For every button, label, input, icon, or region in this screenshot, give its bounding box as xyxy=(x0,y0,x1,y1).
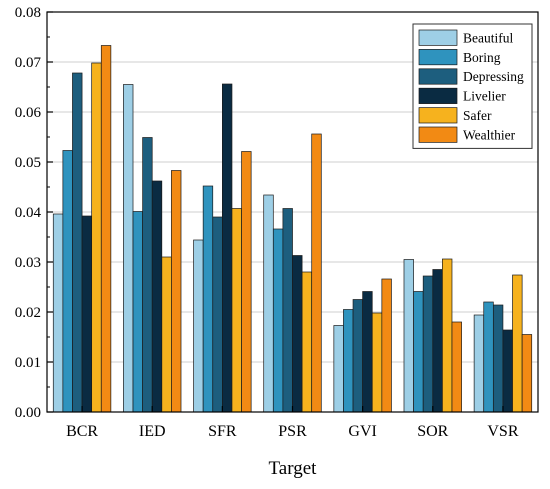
bar-livelier-bcr xyxy=(81,215,93,413)
x-tick-label: VSR xyxy=(487,423,518,440)
y-tick-label: 0.01 xyxy=(15,355,41,371)
legend-swatch xyxy=(418,68,458,85)
bar-beautiful-bcr xyxy=(52,213,64,413)
y-tick-label: 0.05 xyxy=(15,155,41,171)
bar-wealthier-psr xyxy=(311,133,322,413)
bar-livelier-ied xyxy=(151,180,163,413)
legend-label: Boring xyxy=(463,50,501,65)
y-tick-label: 0.03 xyxy=(15,255,41,271)
legend-swatch xyxy=(418,107,458,124)
bar-livelier-psr xyxy=(292,255,303,413)
legend-swatch xyxy=(418,126,458,143)
bar-depressing-bcr xyxy=(72,72,83,413)
x-tick-label: IED xyxy=(139,423,166,440)
bar-safer-sfr xyxy=(231,208,242,413)
legend-label: Beautiful xyxy=(463,30,513,45)
bar-depressing-sfr xyxy=(212,216,223,413)
legend: Beautiful Boring Depressing Livelier Safer We… xyxy=(412,23,533,149)
x-tick-label: SFR xyxy=(208,423,237,440)
bar-boring-sfr xyxy=(202,185,214,413)
bar-safer-gvi xyxy=(371,312,383,413)
x-tick-label: GVI xyxy=(348,423,376,440)
bar-safer-vsr xyxy=(512,274,523,413)
bar-wealthier-vsr xyxy=(521,334,533,413)
legend-swatch xyxy=(418,87,458,104)
y-tick-labels: 0.00 0.01 0.02 0.03 0.04 0.05 0.06 0.07 0.08 xyxy=(15,5,42,421)
bar-livelier-vsr xyxy=(502,329,513,413)
legend-label: Depressing xyxy=(463,69,524,84)
bar-wealthier-bcr xyxy=(100,45,112,413)
bar-livelier-sor xyxy=(432,269,443,413)
x-axis-title: Target xyxy=(269,458,318,479)
bar-wealthier-gvi xyxy=(381,278,392,413)
bar-beautiful-ied xyxy=(123,84,134,413)
y-tick-label: 0.06 xyxy=(15,105,42,121)
y-tick-label: 0.08 xyxy=(15,5,41,21)
legend-label: Livelier xyxy=(463,89,506,104)
bar-safer-psr xyxy=(301,271,313,413)
bar-wealthier-sor xyxy=(451,321,462,413)
x-tick-labels: BCR IED SFR PSR GVI SOR VSR xyxy=(66,423,519,440)
bar-wealthier-sfr xyxy=(241,151,252,413)
bar-depressing-sor xyxy=(422,275,434,413)
y-tick-label: 0.02 xyxy=(15,305,41,321)
bar-beautiful-sfr xyxy=(193,239,204,413)
bar-beautiful-sor xyxy=(403,259,414,413)
bar-boring-vsr xyxy=(483,301,494,413)
bar-beautiful-gvi xyxy=(333,325,344,413)
bar-safer-sor xyxy=(442,258,453,413)
bar-boring-bcr xyxy=(62,150,73,413)
bar-depressing-ied xyxy=(142,137,153,413)
legend-swatch xyxy=(418,29,458,46)
bar-wealthier-ied xyxy=(171,170,182,413)
bar-boring-ied xyxy=(132,211,143,413)
x-tick-label: BCR xyxy=(66,423,98,440)
x-tick-label: SOR xyxy=(417,423,448,440)
bar-livelier-gvi xyxy=(362,291,373,413)
y-tick-label: 0.04 xyxy=(15,205,42,221)
bar-livelier-sfr xyxy=(222,83,233,413)
bar-depressing-gvi xyxy=(352,299,363,413)
bar-boring-gvi xyxy=(343,309,354,413)
bar-beautiful-vsr xyxy=(473,314,485,413)
legend-label: Safer xyxy=(463,108,492,123)
bar-depressing-psr xyxy=(282,208,293,413)
y-tick-label: 0.00 xyxy=(15,405,41,421)
bar-beautiful-psr xyxy=(263,194,274,413)
bar-boring-psr xyxy=(272,228,284,413)
y-tick-label: 0.07 xyxy=(15,55,42,71)
legend-swatch xyxy=(418,49,458,66)
bars xyxy=(52,45,533,413)
bar-safer-ied xyxy=(161,256,172,413)
legend-label: Wealthier xyxy=(463,127,516,142)
bar-depressing-vsr xyxy=(492,304,504,413)
bar-boring-sor xyxy=(413,291,424,413)
x-tick-label: PSR xyxy=(278,423,307,440)
ticks xyxy=(47,11,504,413)
bar-safer-bcr xyxy=(91,62,102,413)
